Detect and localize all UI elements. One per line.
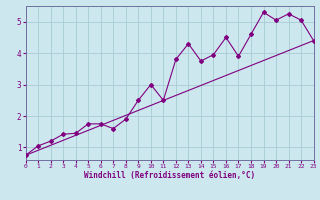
X-axis label: Windchill (Refroidissement éolien,°C): Windchill (Refroidissement éolien,°C) [84, 171, 255, 180]
